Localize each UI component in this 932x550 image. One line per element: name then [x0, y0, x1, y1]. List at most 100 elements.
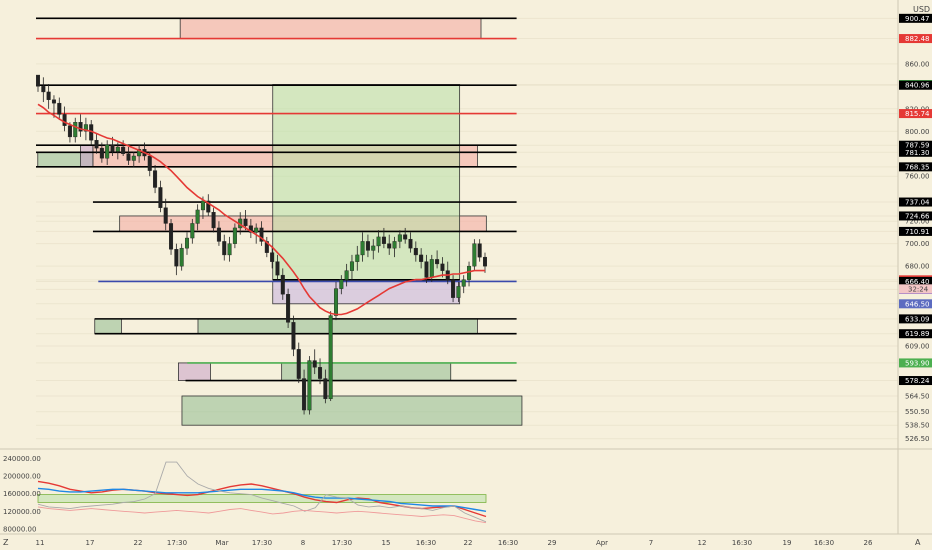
price-badge-17 [899, 358, 932, 368]
candle-body [408, 238, 413, 249]
time-tick-11: 16:30 [498, 539, 518, 547]
candle-body [355, 254, 360, 262]
candle-body [429, 259, 434, 278]
auto-scale-icon[interactable]: A [915, 538, 921, 547]
indicator-series-3 [37, 506, 487, 524]
candle-body [472, 243, 477, 267]
candle-body [137, 149, 142, 157]
candle-60 [355, 245, 360, 271]
candle-body [275, 261, 280, 276]
price-badge-label-8: 737.04 [905, 199, 930, 207]
candle-body [227, 243, 232, 256]
candle-55 [328, 311, 333, 402]
time-tick-8: 15 [382, 539, 391, 547]
candle-body [110, 144, 115, 152]
candle-body [232, 227, 237, 244]
time-tick-15: 12 [698, 539, 707, 547]
candle-body [328, 315, 333, 399]
indicator-tick-4: 240000.00 [3, 455, 41, 463]
indicator-tick-2: 160000.00 [3, 490, 41, 498]
price-badge-label-4: 815.74 [905, 110, 930, 118]
time-axis[interactable]: 11 17 22 17:30 Mar 17:30 8 17:30 15 16:30 22 16:30 2… [36, 539, 873, 547]
candle-body [264, 241, 269, 253]
candle-body [115, 146, 120, 152]
candle-body [392, 241, 397, 249]
candle-body [291, 322, 296, 350]
candle-49 [296, 342, 301, 384]
price-tick-0: 526.50 [905, 435, 930, 443]
candle-59 [349, 254, 354, 280]
candle-body [435, 259, 440, 265]
candle-48 [291, 315, 296, 357]
zone-box-11 [181, 395, 523, 426]
candle-body [158, 187, 163, 208]
candle-body [254, 227, 259, 233]
price-tick-23: 800.00 [905, 128, 930, 136]
candle-body [286, 294, 291, 323]
price-badge-label-10: 710.91 [905, 228, 930, 236]
candle-body [121, 146, 126, 154]
price-tick-28: 860.00 [905, 60, 930, 68]
candle-46 [280, 268, 285, 300]
candle-body [78, 122, 83, 132]
candle-41 [254, 223, 259, 244]
candle-15 [115, 142, 120, 160]
candle-54 [323, 369, 328, 404]
price-badge-label-0: 900.47 [905, 15, 930, 23]
currency-label: USD [913, 5, 931, 14]
candle-body [163, 207, 168, 224]
candle-body [334, 288, 339, 316]
candle-36 [227, 236, 232, 262]
candle-body [461, 279, 466, 287]
candle-body [62, 114, 67, 126]
candle-body [153, 170, 158, 188]
candle-body [349, 261, 354, 271]
candle-40 [248, 218, 253, 239]
price-tick-13: 680.00 [905, 263, 930, 271]
indicator-tick-3: 200000.00 [3, 473, 41, 481]
candle-14 [110, 136, 115, 156]
price-axis[interactable]: 526.50 538.50 550.50 564.50 609.00 680.00 700.… [899, 0, 932, 443]
price-level-lines [36, 17, 517, 382]
candle-27 [179, 243, 184, 271]
candle-body [339, 279, 344, 289]
time-tick-12: 29 [548, 539, 557, 547]
candle-28 [184, 232, 189, 255]
indicator-axis[interactable]: 80000.00 120000.00 160000.00 200000.00 24000… [3, 455, 41, 533]
candle-35 [222, 234, 227, 261]
candle-body [184, 237, 189, 249]
candle-80 [461, 275, 466, 294]
time-tick-18: 16:30 [814, 539, 834, 547]
candle-body [195, 209, 200, 224]
price-badge-label-12: 666.40 [905, 278, 930, 286]
candle-body [307, 360, 312, 411]
candle-body [371, 245, 376, 251]
indicator-tick-0: 80000.00 [3, 525, 36, 533]
price-badge-14 [899, 299, 932, 309]
zone-box-10 [281, 362, 452, 381]
candle-52 [312, 349, 317, 375]
candle-body [51, 99, 56, 104]
candle-70 [408, 232, 413, 253]
candle-34 [216, 221, 221, 246]
candle-66 [387, 234, 392, 255]
candle-12 [99, 142, 104, 163]
price-badge-7 [899, 162, 932, 172]
candle-42 [259, 221, 264, 246]
candle-body [296, 349, 301, 379]
candle-body [216, 227, 221, 242]
candle-body [424, 261, 429, 278]
time-tick-6: 8 [301, 539, 305, 547]
candle-43 [264, 236, 269, 258]
countdown-label: 32:24 [908, 285, 929, 293]
candle-body [222, 241, 227, 256]
candle-body [67, 125, 72, 138]
price-badge-4 [899, 109, 932, 119]
candle-body [94, 140, 99, 149]
candle-29 [190, 218, 195, 244]
candle-6 [67, 122, 72, 143]
candle-body [360, 241, 365, 256]
candle-24 [163, 198, 168, 231]
price-badge-8 [899, 197, 932, 207]
zoom-icon[interactable]: Z [3, 538, 9, 547]
